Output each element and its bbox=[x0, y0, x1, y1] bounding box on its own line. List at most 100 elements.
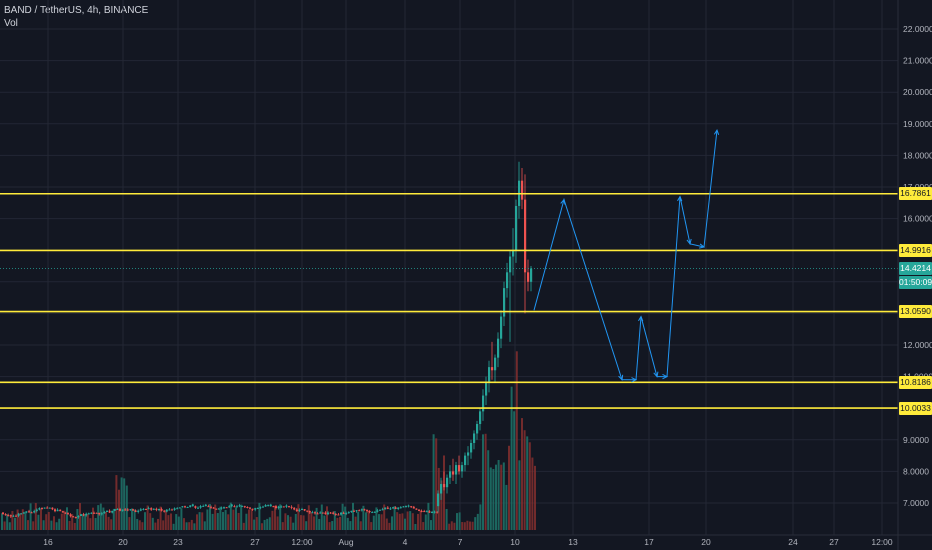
x-tick-label: 17 bbox=[644, 537, 654, 547]
volume-bar bbox=[333, 511, 336, 530]
volume-bar bbox=[357, 511, 360, 530]
volume-bar bbox=[502, 462, 505, 530]
candle-body bbox=[440, 484, 443, 494]
volume-bar bbox=[411, 513, 414, 530]
candle-body bbox=[12, 515, 15, 517]
x-tick-label: 27 bbox=[829, 537, 839, 547]
candle-body bbox=[267, 504, 270, 507]
candle-body bbox=[360, 509, 363, 511]
candle-body bbox=[150, 508, 153, 510]
volume-bar bbox=[8, 522, 11, 530]
volume-bar bbox=[206, 509, 209, 530]
volume-bar bbox=[159, 506, 162, 530]
y-tick-label: 18.0000 bbox=[903, 150, 932, 160]
volume-bar bbox=[497, 459, 500, 530]
volume-bar bbox=[203, 521, 206, 530]
level-price-tag: 10.0033 bbox=[899, 401, 932, 415]
candle-body bbox=[368, 510, 371, 513]
volume-bar bbox=[261, 523, 263, 530]
candle-body bbox=[420, 510, 423, 512]
candle-body bbox=[137, 510, 140, 512]
candle-body bbox=[399, 507, 402, 509]
candle-body bbox=[497, 338, 500, 358]
candle-body bbox=[282, 506, 285, 508]
candle-body bbox=[506, 272, 509, 289]
candle-body bbox=[212, 507, 215, 509]
volume-bar bbox=[235, 507, 237, 530]
volume-bar bbox=[110, 519, 113, 530]
projection-line bbox=[533, 130, 718, 381]
candle-body bbox=[306, 510, 309, 512]
volume-bar bbox=[32, 521, 35, 530]
volume-bar bbox=[183, 518, 185, 530]
y-tick-label: 12.0000 bbox=[903, 340, 932, 350]
candle-body bbox=[173, 508, 176, 510]
volume-bar bbox=[84, 514, 87, 530]
volume-bar bbox=[352, 502, 354, 530]
candle-body bbox=[246, 507, 249, 509]
volume-bar bbox=[27, 520, 29, 530]
candle-body bbox=[129, 509, 132, 511]
candle-body bbox=[461, 465, 464, 472]
candle-body bbox=[33, 511, 36, 513]
candle-body bbox=[358, 510, 361, 512]
candle-body bbox=[366, 510, 368, 512]
projection-arrowhead bbox=[631, 377, 638, 383]
volume-bar bbox=[3, 521, 6, 530]
candle-body bbox=[106, 510, 108, 512]
volume-bar bbox=[193, 523, 196, 530]
candle-body bbox=[381, 509, 384, 511]
candle-body bbox=[85, 513, 88, 516]
projection-arrowhead bbox=[662, 373, 669, 380]
volume-bar bbox=[401, 513, 404, 530]
volume-bar bbox=[461, 522, 464, 530]
volume-bar bbox=[222, 512, 224, 530]
volume-bar bbox=[92, 507, 94, 530]
horizontal-levels bbox=[0, 192, 898, 409]
volume-bar bbox=[190, 519, 193, 530]
volume-bar bbox=[53, 516, 55, 530]
candle-body bbox=[316, 513, 319, 515]
volume-bar bbox=[274, 505, 276, 530]
volume-bar bbox=[94, 518, 97, 530]
volume-bar bbox=[487, 450, 490, 530]
candle-body bbox=[202, 505, 205, 507]
volume-bar bbox=[484, 433, 487, 530]
candle-body bbox=[93, 512, 95, 514]
volume-bar bbox=[531, 457, 534, 530]
candle-body bbox=[277, 506, 280, 509]
candle-body bbox=[134, 510, 137, 512]
volume-bar bbox=[341, 503, 344, 530]
candle-body bbox=[82, 514, 85, 516]
volume-bar bbox=[1, 513, 3, 530]
volume-bar bbox=[328, 522, 331, 530]
volume-bar bbox=[29, 503, 32, 530]
volume-bar bbox=[227, 514, 230, 530]
candle-body bbox=[17, 513, 20, 516]
volume-bar bbox=[526, 436, 529, 530]
candle-body bbox=[524, 199, 527, 273]
volume-bar bbox=[211, 513, 214, 530]
volume-bar bbox=[188, 522, 191, 530]
candle-body bbox=[142, 508, 145, 510]
candle-body bbox=[488, 367, 491, 383]
candle-body bbox=[194, 506, 197, 508]
volume-bar bbox=[466, 520, 469, 530]
candle-body bbox=[285, 505, 288, 507]
volume-bar bbox=[336, 517, 339, 530]
candle-body bbox=[476, 424, 479, 434]
candle-body bbox=[230, 504, 233, 507]
volume-bar bbox=[315, 507, 318, 530]
candle-body bbox=[199, 506, 202, 508]
volume-bar bbox=[248, 509, 250, 530]
volume-bar bbox=[177, 516, 180, 530]
candle-body bbox=[98, 512, 101, 515]
volume-bar bbox=[331, 521, 334, 530]
candle-body bbox=[233, 506, 236, 508]
volume-bar bbox=[463, 522, 466, 530]
candle-body bbox=[238, 505, 241, 507]
volume-bar bbox=[229, 502, 232, 530]
candle-body bbox=[337, 514, 340, 516]
volume-bar bbox=[112, 508, 115, 530]
